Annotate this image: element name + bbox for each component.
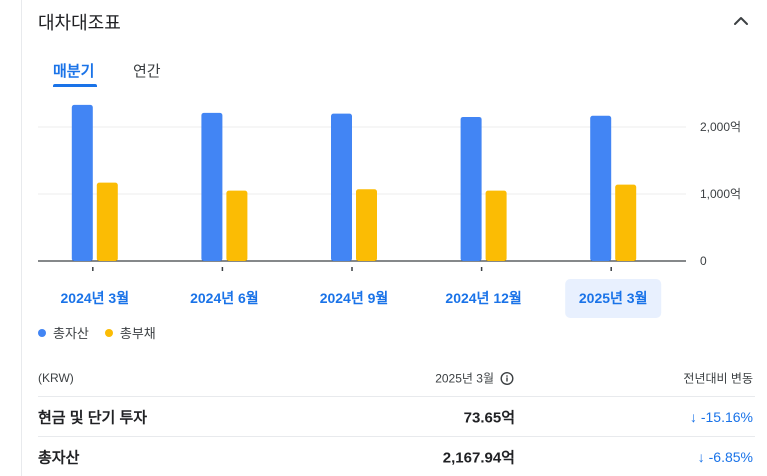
legend-label-total-liabilities: 총부채 <box>119 326 156 341</box>
legend-dot-total-liabilities <box>104 328 113 337</box>
x-category-label[interactable]: 2024년 9월 <box>320 290 389 306</box>
bar-total-assets <box>331 113 352 261</box>
balance-sheet-chart: 0 1,000억 2,000억 2024년 3월 2024년 6월 2024년 9월 202… <box>38 104 741 318</box>
table-row: 현금 및 단기 투자 73.65억 ↓ -15.16% <box>38 397 755 437</box>
collapse-button[interactable] <box>728 10 754 32</box>
left-divider <box>21 0 22 476</box>
legend-label-total-assets: 총자산 <box>53 326 89 341</box>
bar-total-liabilities <box>485 190 507 261</box>
row-change: ↓ -6.85% <box>697 448 753 465</box>
bar-total-liabilities <box>356 189 377 261</box>
bar-total-assets <box>71 104 93 261</box>
currency-label: (KRW) <box>38 371 74 385</box>
financial-table: (KRW) 2025년 3월 전년대비 변동 현금 및 단기 투자 73.65억… <box>38 360 755 476</box>
tab-annual[interactable]: 연간 <box>133 63 161 80</box>
bar-total-assets <box>201 112 223 262</box>
row-label: 총자산 <box>38 449 80 466</box>
y-tick-label: 2,000억 <box>700 120 741 134</box>
period-header: 2025년 3월 <box>435 370 514 387</box>
selected-category-highlight <box>565 279 662 318</box>
table-header-row: (KRW) 2025년 3월 전년대비 변동 <box>38 360 755 397</box>
row-change: ↓ -15.16% <box>689 408 753 425</box>
row-label: 현금 및 단기 투자 <box>38 409 148 426</box>
bar-total-liabilities <box>615 184 637 261</box>
row-value: 73.65억 <box>463 409 515 426</box>
bar-total-assets <box>590 115 612 261</box>
x-category-label[interactable]: 2024년 12월 <box>445 290 521 306</box>
bar-total-liabilities <box>226 190 248 261</box>
active-tab-indicator <box>53 84 97 87</box>
table-row: 총자산 2,167.94억 ↓ -6.85% <box>38 437 755 476</box>
x-category-label[interactable]: 2025년 3월 <box>579 290 648 306</box>
x-category-label[interactable]: 2024년 3월 <box>61 290 130 306</box>
info-icon[interactable] <box>500 371 514 385</box>
bar-total-assets <box>460 116 482 261</box>
tab-quarterly[interactable]: 매분기 <box>53 63 95 80</box>
change-header: 전년대비 변동 <box>683 371 753 386</box>
x-category-label[interactable]: 2024년 6월 <box>190 290 259 306</box>
legend-dot-total-assets <box>38 328 46 337</box>
period-header-label: 2025년 3월 <box>435 371 494 386</box>
row-value: 2,167.94억 <box>442 449 515 466</box>
y-tick-label: 1,000억 <box>700 187 741 201</box>
chart-legend: 총자산 총부채 <box>38 323 172 342</box>
section-title: 대차대조표 <box>38 13 121 33</box>
y-tick-label: 0 <box>700 254 707 268</box>
bar-total-liabilities <box>96 182 118 261</box>
chevron-up-icon <box>734 17 748 25</box>
